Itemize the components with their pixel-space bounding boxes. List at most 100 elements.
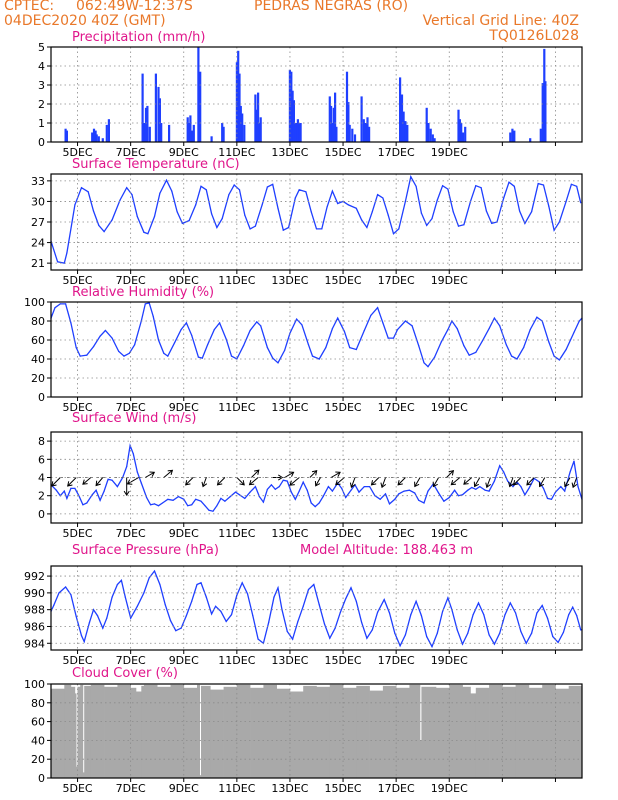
x-tick-label: 5DEC bbox=[62, 401, 92, 414]
series-point bbox=[147, 233, 149, 235]
series-point bbox=[260, 325, 262, 327]
precip-bar bbox=[243, 124, 246, 142]
series-point bbox=[461, 643, 464, 645]
series-point bbox=[516, 358, 518, 360]
series-point bbox=[337, 317, 339, 319]
series-point bbox=[172, 499, 174, 501]
cloud-bar bbox=[329, 684, 344, 778]
y-tick-label: 80 bbox=[31, 697, 45, 710]
panel-3: Relative Humidity (%) 0 20 40 60 80 100 5DEC 7DE… bbox=[24, 285, 583, 414]
series-point bbox=[310, 502, 312, 504]
series-point bbox=[266, 186, 268, 188]
series-point bbox=[404, 200, 406, 202]
series-point bbox=[252, 615, 254, 617]
wind-arrow-shaft bbox=[127, 477, 139, 485]
series-point bbox=[546, 497, 549, 499]
series-point bbox=[318, 502, 320, 504]
precip-bar bbox=[406, 124, 409, 142]
x-tick-label: 15DEC bbox=[324, 401, 361, 414]
y-tick-label: 4 bbox=[38, 472, 45, 485]
series-point bbox=[66, 497, 68, 499]
panel-frame bbox=[50, 301, 583, 398]
series-point bbox=[70, 594, 72, 596]
series-point bbox=[546, 617, 549, 619]
series-point bbox=[315, 228, 318, 230]
precip-bar bbox=[197, 47, 200, 142]
panel-6: Cloud Cover (%) 0 20 40 60 80 100 5DEC 7DEC 9DEC 1… bbox=[24, 666, 583, 795]
series-point bbox=[562, 631, 565, 634]
x-tick-label: 19DEC bbox=[431, 782, 468, 795]
panel-frame bbox=[50, 46, 583, 143]
series-point bbox=[277, 207, 279, 209]
wind-arrow bbox=[95, 477, 104, 487]
series-point bbox=[144, 303, 146, 305]
cloud-bar bbox=[76, 766, 78, 778]
series-point bbox=[272, 183, 274, 185]
y-tick-label: 33 bbox=[31, 175, 45, 188]
series-point bbox=[341, 487, 343, 489]
series-point bbox=[454, 489, 456, 491]
series-point bbox=[274, 488, 276, 490]
series-point bbox=[414, 492, 416, 494]
series-point bbox=[463, 224, 465, 226]
precip-bar bbox=[348, 124, 351, 142]
wind-arrow bbox=[349, 477, 356, 489]
series-point bbox=[111, 337, 113, 339]
series-point bbox=[420, 615, 422, 617]
series-point bbox=[254, 486, 256, 488]
cloud-bar bbox=[136, 691, 142, 778]
series-point bbox=[560, 486, 562, 488]
y-tick-label: 20 bbox=[31, 753, 45, 766]
cloud-bar bbox=[74, 693, 77, 778]
series-point bbox=[83, 641, 85, 643]
series-point bbox=[157, 339, 160, 341]
x-tick-label: 5DEC bbox=[62, 527, 92, 540]
series-point bbox=[513, 185, 515, 187]
series-point bbox=[195, 204, 197, 206]
series-point bbox=[553, 229, 555, 231]
series-point bbox=[180, 627, 182, 629]
series-point bbox=[483, 614, 485, 616]
wind-arrow-head bbox=[311, 470, 318, 476]
header-coords: 062:49W-12:37S bbox=[76, 0, 193, 14]
series-point bbox=[148, 577, 150, 579]
series-point bbox=[220, 610, 222, 613]
series-point bbox=[99, 499, 101, 501]
series-point bbox=[438, 492, 440, 494]
precip-bar bbox=[460, 123, 463, 142]
series-point bbox=[491, 222, 493, 224]
panel-title: Relative Humidity (%) bbox=[72, 285, 214, 300]
series-point bbox=[161, 502, 164, 504]
x-tick-label: 19DEC bbox=[431, 146, 468, 159]
wind-arrow bbox=[236, 477, 245, 486]
cloud-bar bbox=[276, 688, 291, 778]
cloud-bar bbox=[369, 690, 384, 778]
series-point bbox=[550, 498, 553, 500]
series-point bbox=[229, 496, 231, 498]
series-point bbox=[318, 358, 320, 360]
wind-arrow-head bbox=[201, 481, 208, 488]
x-tick-label: 13DEC bbox=[271, 274, 308, 287]
x-tick-label: 13DEC bbox=[271, 782, 308, 795]
series-point bbox=[130, 617, 132, 619]
series-point bbox=[363, 486, 365, 488]
series-point bbox=[215, 605, 217, 607]
x-tick-label: 9DEC bbox=[169, 782, 199, 795]
series-point bbox=[230, 614, 233, 616]
wind-arrow bbox=[450, 477, 461, 486]
panel-5: Surface Pressure (hPa) 984 986 988 990 992 5DE… bbox=[24, 543, 583, 667]
precip-bar bbox=[221, 123, 224, 142]
series-point bbox=[499, 465, 501, 467]
precip-bar bbox=[431, 134, 434, 142]
series-point bbox=[488, 328, 490, 330]
y-tick-label: 0 bbox=[38, 772, 45, 785]
series-point bbox=[398, 493, 400, 495]
precip-bar bbox=[257, 92, 260, 142]
series-point bbox=[542, 184, 545, 186]
series-point bbox=[467, 489, 469, 491]
series-point bbox=[350, 587, 352, 589]
series-point bbox=[387, 214, 389, 216]
wind-arrow-shaft bbox=[51, 477, 61, 487]
series-point bbox=[371, 629, 373, 631]
series-point bbox=[509, 602, 511, 604]
